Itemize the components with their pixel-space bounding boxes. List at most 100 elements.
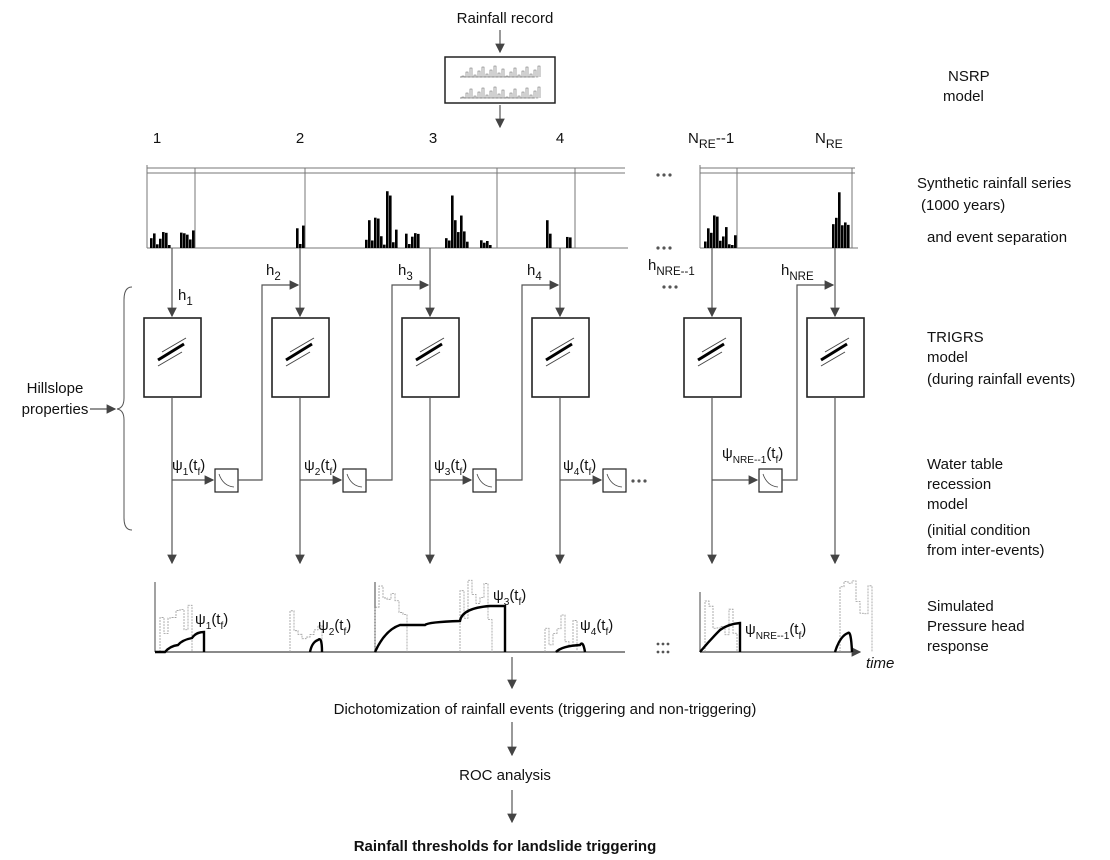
input-label: Rainfall record (457, 10, 554, 27)
rain-ghost (704, 600, 738, 652)
pressure-curve (308, 638, 324, 653)
column-label: 3 (429, 130, 437, 147)
recession-box (758, 468, 783, 493)
ellipsis-dot (662, 173, 666, 177)
connector (782, 280, 835, 481)
pressure-psi-label-part: (t (334, 617, 344, 634)
rain-bar (371, 240, 374, 248)
psi-label: ψ4(tf) (563, 457, 596, 478)
trigrs-label: model (927, 349, 968, 366)
column-label: NRE--1 (688, 130, 734, 151)
column-label-part: N (688, 130, 699, 147)
pressure-psi-label-part: 3 (504, 597, 510, 608)
pressure-psi-label-part: ) (608, 617, 613, 634)
ellipsis-dot (661, 650, 665, 654)
ellipsis-dot (661, 642, 665, 646)
psi-label-part: ) (200, 457, 205, 474)
rain-ghost (374, 585, 408, 652)
rain-bar (183, 233, 186, 248)
recession-box (472, 468, 497, 493)
rain-bar (417, 233, 420, 248)
ellipsis-dot (656, 642, 660, 646)
rain-bar (411, 236, 414, 248)
rain-bar (408, 244, 411, 248)
connector (238, 280, 300, 481)
rain-bar (728, 244, 731, 248)
pressure-psi-label-part: ) (223, 611, 228, 628)
rain-bar (451, 195, 454, 248)
psi-label-part: f (329, 467, 332, 478)
slope (701, 337, 727, 353)
column-label: 1 (153, 130, 161, 147)
h-label: hNRE (781, 262, 814, 283)
rain-ghost (839, 580, 873, 652)
rain-bar (156, 244, 159, 248)
nsrp-box (444, 56, 556, 104)
h-label-part: 3 (406, 271, 412, 283)
series-label: (1000 years) (921, 197, 1005, 214)
slope (697, 351, 723, 367)
rain-bar (186, 234, 189, 248)
recession-curve (762, 473, 779, 488)
nsrp-label: model (943, 88, 984, 105)
pressure-psi-label: ψNRE--1(tf) (745, 621, 806, 642)
slope (545, 351, 571, 367)
psi-label-part: (t (450, 457, 460, 474)
rain-bar (414, 233, 417, 248)
column-label-part: 2 (296, 130, 304, 147)
ellipsis-dot (662, 246, 666, 250)
rain-bar (734, 235, 737, 248)
series-label: Synthetic rainfall series (917, 175, 1071, 192)
slope (545, 342, 573, 362)
pressure-psi-label-part: (t (509, 587, 519, 604)
psi-label: ψ3(tf) (434, 457, 467, 478)
initial-label: from inter-events) (927, 542, 1045, 559)
pressure-psi-label-part: ) (346, 617, 351, 634)
pressure-psi-label-part: 4 (591, 627, 597, 638)
psi-label-part: f (459, 467, 462, 478)
rain-bar (566, 236, 569, 248)
h-label: h4 (527, 262, 542, 283)
rain-bar (480, 240, 483, 248)
slope (820, 342, 848, 362)
pressure-curve (555, 642, 587, 653)
pressure-psi-label: ψ2(tf) (318, 617, 351, 638)
psi-label-part: ψ (172, 457, 183, 474)
slope (824, 337, 850, 353)
initial-label: (initial condition (927, 522, 1030, 539)
rain-bar (380, 236, 383, 248)
trigrs-label: TRIGRS (927, 329, 984, 346)
psi-label-part: (t (188, 457, 198, 474)
rain-bar (392, 242, 395, 248)
rain-bar (165, 232, 168, 248)
rain-bar (365, 239, 368, 248)
h-label: h3 (398, 262, 413, 283)
time-label: time (866, 655, 894, 672)
h-label-part: h (527, 262, 535, 279)
slope (289, 337, 315, 353)
column-label: 4 (556, 130, 564, 147)
brace (116, 286, 133, 531)
rain-bar (716, 216, 719, 248)
rain-bar (847, 224, 850, 248)
rain-bar (386, 191, 389, 248)
pressure-curve (373, 604, 507, 653)
rain-bar (722, 236, 725, 248)
column-label-part: N (815, 130, 826, 147)
rain-bar (832, 224, 835, 248)
connector (366, 280, 430, 481)
rain-bar (180, 232, 183, 248)
rain-bar (725, 227, 728, 248)
rain-bar (296, 228, 299, 248)
psi-label-part: f (588, 467, 591, 478)
ellipsis-dot (668, 173, 672, 177)
ellipsis-dot (656, 650, 660, 654)
pressure-psi-label-part: ψ (580, 617, 591, 634)
recession-box (602, 468, 627, 493)
h-label: h1 (178, 287, 193, 308)
rain-bar (707, 228, 710, 248)
rain-bar (841, 225, 844, 248)
trigrs-label: (during rainfall events) (927, 371, 1075, 388)
rain-bar (704, 241, 707, 248)
pressure-psi-label-part: ψ (493, 587, 504, 604)
